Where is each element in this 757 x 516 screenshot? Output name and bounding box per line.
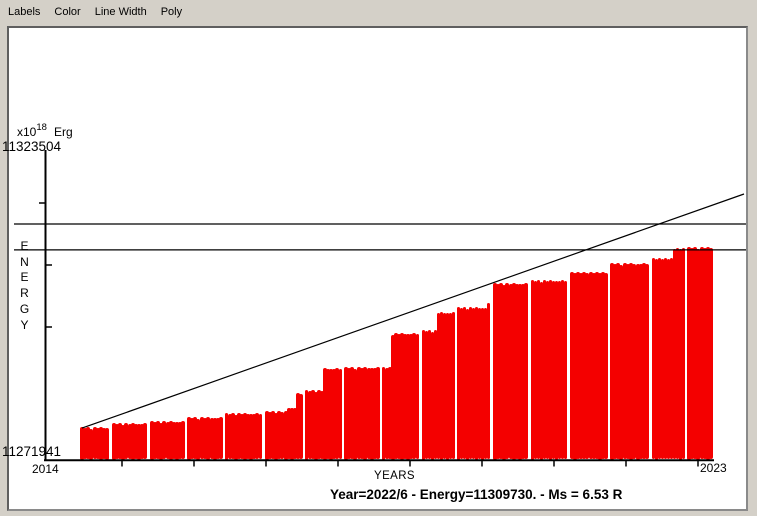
x-axis-title: YEARS bbox=[374, 470, 415, 482]
menu-item-poly[interactable]: Poly bbox=[160, 6, 183, 18]
x-axis-end-label: 2023 bbox=[700, 461, 727, 475]
y-axis-min-label: 11271941 bbox=[2, 444, 62, 459]
plot-area[interactable] bbox=[46, 150, 746, 461]
menu-bar: Labels Color Line Width Poly bbox=[0, 0, 757, 24]
status-readout: Year=2022/6 - Energy=11309730. - Ms = 6.… bbox=[330, 487, 623, 502]
y-axis-unit-label: x1018 Erg bbox=[17, 122, 73, 139]
y-axis-title: ENERGY bbox=[19, 239, 30, 332]
menu-item-line-width[interactable]: Line Width bbox=[94, 6, 147, 18]
menu-item-color[interactable]: Color bbox=[54, 6, 81, 18]
y-axis-max-label: 11323504 bbox=[2, 139, 62, 154]
menu-item-labels[interactable]: Labels bbox=[8, 6, 41, 18]
x-axis-start-label: 2014 bbox=[32, 462, 59, 476]
